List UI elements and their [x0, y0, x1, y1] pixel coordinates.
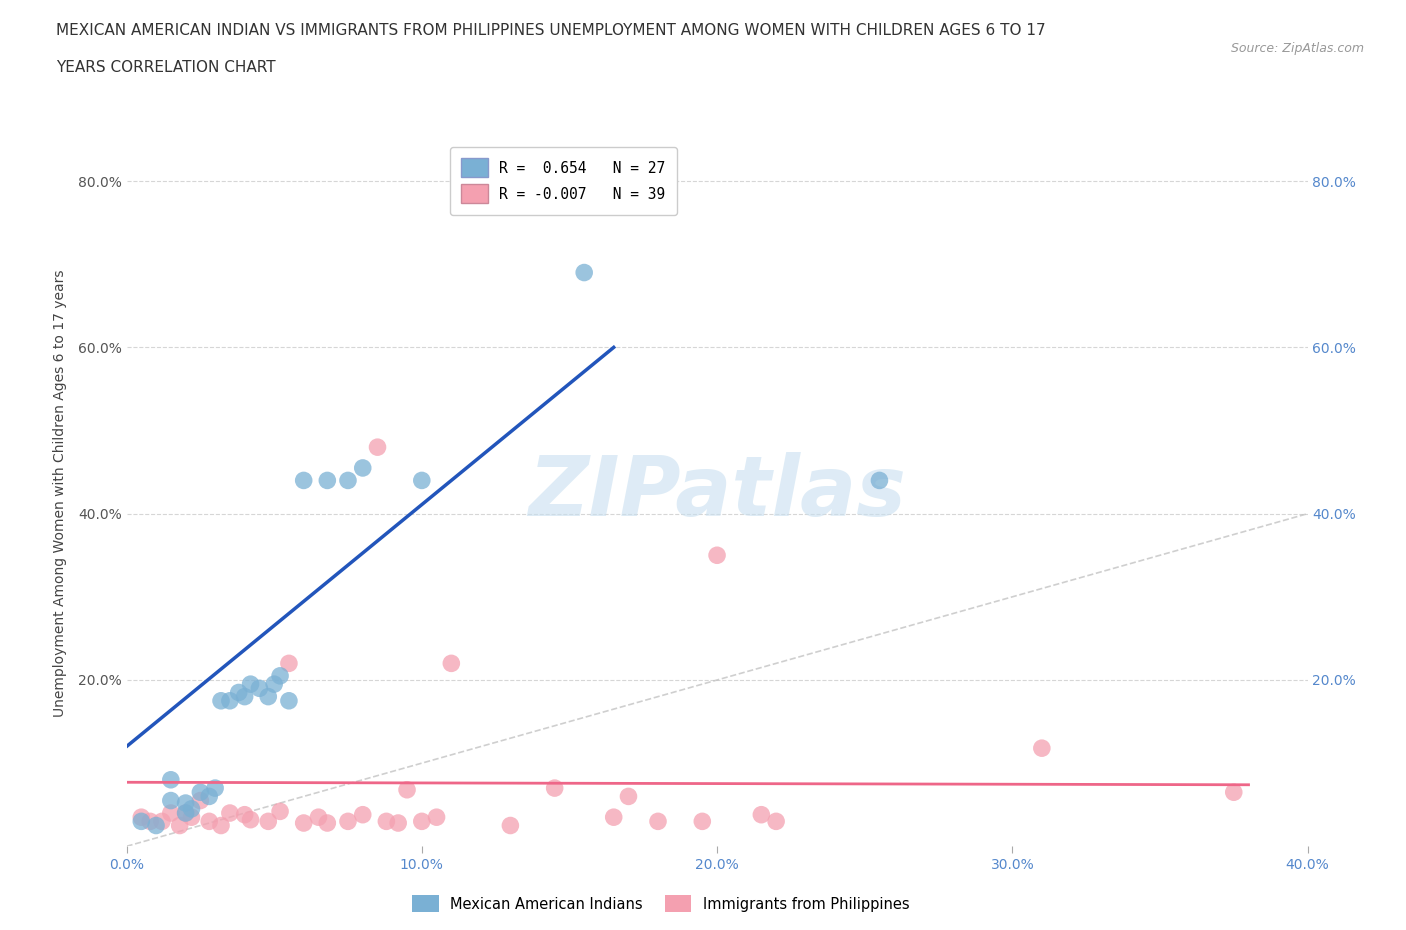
Text: YEARS CORRELATION CHART: YEARS CORRELATION CHART: [56, 60, 276, 75]
Point: [204, 780, 226, 795]
Point: [188, 785, 211, 800]
Point: [139, 814, 162, 829]
Point: [1222, 785, 1246, 800]
Point: [150, 814, 173, 829]
Point: [1031, 740, 1053, 755]
Point: [307, 810, 329, 825]
Point: [647, 814, 669, 829]
Point: [269, 669, 291, 684]
Point: [219, 694, 242, 709]
Point: [169, 818, 191, 833]
Point: [269, 804, 291, 818]
Point: [239, 677, 262, 692]
Point: [337, 473, 360, 488]
Point: [337, 814, 360, 829]
Legend: Mexican American Indians, Immigrants from Philippines: Mexican American Indians, Immigrants fro…: [406, 890, 915, 918]
Point: [366, 440, 388, 455]
Point: [411, 473, 433, 488]
Point: [209, 694, 232, 709]
Point: [574, 265, 596, 280]
Point: [425, 810, 447, 825]
Point: [869, 473, 891, 488]
Point: [209, 818, 232, 833]
Point: [411, 814, 433, 829]
Point: [257, 814, 280, 829]
Point: [352, 460, 374, 475]
Point: [765, 814, 787, 829]
Point: [188, 793, 211, 808]
Point: [278, 694, 301, 709]
Point: [129, 810, 153, 825]
Point: [129, 814, 153, 829]
Point: [198, 789, 221, 804]
Point: [159, 805, 183, 820]
Point: [690, 814, 713, 829]
Point: [159, 772, 183, 787]
Text: MEXICAN AMERICAN INDIAN VS IMMIGRANTS FROM PHILIPPINES UNEMPLOYMENT AMONG WOMEN : MEXICAN AMERICAN INDIAN VS IMMIGRANTS FR…: [56, 23, 1046, 38]
Point: [159, 793, 183, 808]
Point: [316, 473, 339, 488]
Text: ZIPatlas: ZIPatlas: [529, 452, 905, 534]
Point: [603, 810, 626, 825]
Point: [174, 805, 197, 820]
Point: [352, 807, 374, 822]
Point: [228, 685, 250, 700]
Point: [375, 814, 398, 829]
Point: [751, 807, 773, 822]
Point: [257, 689, 280, 704]
Point: [316, 816, 339, 830]
Point: [292, 816, 315, 830]
Point: [174, 796, 197, 811]
Point: [247, 681, 270, 696]
Point: [263, 677, 285, 692]
Point: [174, 805, 197, 820]
Point: [233, 807, 256, 822]
Point: [219, 805, 242, 820]
Point: [617, 789, 640, 804]
Text: Source: ZipAtlas.com: Source: ZipAtlas.com: [1230, 42, 1364, 55]
Point: [198, 814, 221, 829]
Point: [396, 782, 419, 797]
Point: [387, 816, 409, 830]
Point: [180, 802, 202, 817]
Point: [239, 812, 262, 827]
Point: [233, 689, 256, 704]
Point: [543, 780, 565, 795]
Point: [278, 656, 301, 671]
Point: [706, 548, 728, 563]
Legend: R =  0.654   N = 27, R = -0.007   N = 39: R = 0.654 N = 27, R = -0.007 N = 39: [450, 147, 678, 215]
Point: [499, 818, 522, 833]
Point: [292, 473, 315, 488]
Y-axis label: Unemployment Among Women with Children Ages 6 to 17 years: Unemployment Among Women with Children A…: [52, 269, 66, 717]
Point: [440, 656, 463, 671]
Point: [180, 810, 202, 825]
Point: [145, 818, 167, 833]
